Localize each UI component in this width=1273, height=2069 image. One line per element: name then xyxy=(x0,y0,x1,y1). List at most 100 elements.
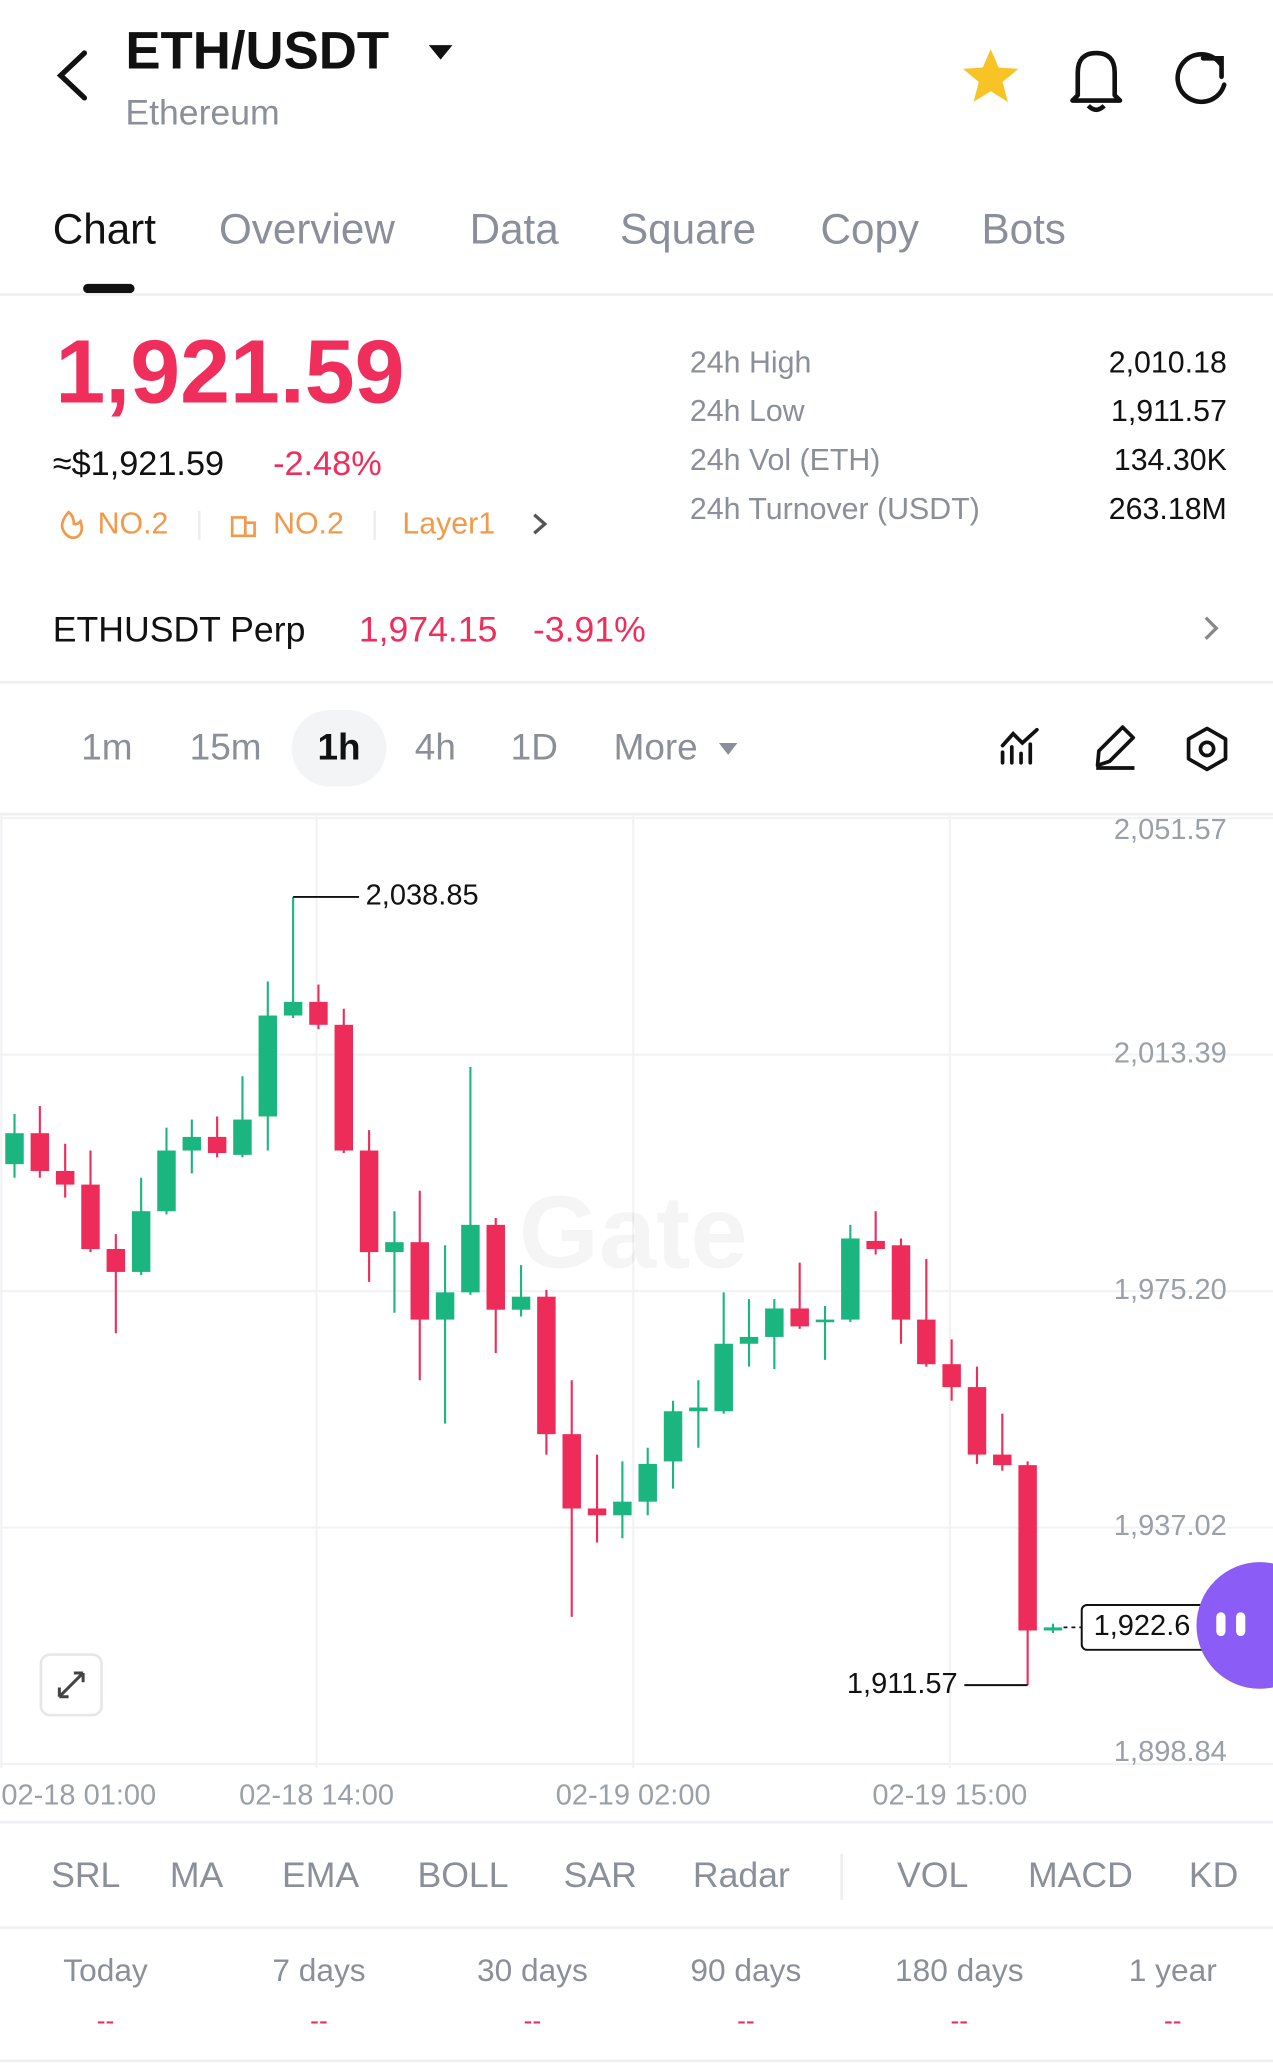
candle-body xyxy=(841,1238,860,1320)
candle-body xyxy=(613,1501,632,1516)
volume-icon xyxy=(230,516,256,538)
price-change: -2.48% xyxy=(273,445,382,483)
volume-rank[interactable]: NO.2 xyxy=(273,507,344,540)
candle-body xyxy=(461,1224,480,1293)
indicator[interactable]: SRL xyxy=(51,1855,120,1895)
interval[interactable]: 15m xyxy=(190,726,262,767)
back-button[interactable] xyxy=(56,50,88,101)
assistant-button[interactable] xyxy=(1196,1562,1273,1689)
candle-body xyxy=(81,1184,100,1249)
alert-bell[interactable] xyxy=(1070,50,1123,113)
candle-body xyxy=(714,1343,733,1412)
tab[interactable]: Data xyxy=(470,206,560,253)
x-tick-label: 02-18 14:00 xyxy=(239,1780,394,1812)
stat-label: 24h High xyxy=(690,346,811,379)
period-label: 180 days xyxy=(895,1952,1023,1988)
stats: 24h High 2,010.18 24h Low 1,911.57 24h Vol (… xyxy=(690,346,1227,525)
indicator[interactable]: Radar xyxy=(693,1855,790,1895)
settings-button[interactable] xyxy=(1186,726,1228,772)
tab-underline xyxy=(83,283,135,294)
candle-body xyxy=(157,1150,176,1212)
candle-body xyxy=(1018,1465,1037,1631)
period-label: 7 days xyxy=(272,1952,365,1988)
period-value: -- xyxy=(310,2006,328,2036)
stat-label: 24h Turnover (USDT) xyxy=(690,493,980,526)
period-label: 1 year xyxy=(1129,1952,1217,1988)
y-tick-label: 1,937.02 xyxy=(1114,1510,1227,1542)
perp-price: 1,974.15 xyxy=(359,610,498,650)
interval[interactable]: 4h xyxy=(415,726,456,767)
share-button[interactable] xyxy=(1175,52,1227,105)
tab[interactable]: Bots xyxy=(981,206,1065,253)
perp-name[interactable]: ETHUSDT Perp xyxy=(53,610,306,650)
interval-bar: 1m 15m 1h 4h 1D More xyxy=(81,726,697,767)
tab[interactable]: Copy xyxy=(821,206,920,253)
hot-rank[interactable]: NO.2 xyxy=(98,507,169,540)
candle-body xyxy=(891,1245,911,1320)
candle-body xyxy=(182,1136,202,1151)
indicator[interactable]: SAR xyxy=(564,1855,637,1895)
period-value: -- xyxy=(737,2006,755,2036)
stat-label: 24h Low xyxy=(690,395,805,428)
hot-icon xyxy=(60,510,84,540)
favorite-star[interactable] xyxy=(962,49,1019,102)
candle-body xyxy=(917,1319,936,1365)
interval[interactable]: 1m xyxy=(81,726,132,767)
period-value: -- xyxy=(524,2006,542,2036)
indicator-button[interactable] xyxy=(1000,727,1039,765)
candle-body xyxy=(233,1119,252,1155)
tab[interactable]: Overview xyxy=(219,206,395,253)
sector-tag[interactable]: Layer1 xyxy=(402,507,495,540)
pair-dropdown[interactable] xyxy=(428,45,453,60)
candle-body xyxy=(385,1242,404,1253)
candle-body xyxy=(106,1248,126,1272)
x-tick-label: 02-18 01:00 xyxy=(1,1780,156,1812)
candle-body xyxy=(207,1136,227,1154)
pair-title[interactable]: ETH/USDT xyxy=(125,21,389,80)
indicator[interactable]: MACD xyxy=(1028,1855,1133,1895)
y-tick-label: 2,013.39 xyxy=(1114,1037,1227,1069)
stat-value: 2,010.18 xyxy=(1109,346,1227,379)
interval[interactable]: 1h xyxy=(317,726,360,767)
chevron[interactable] xyxy=(1204,616,1219,640)
candle-body xyxy=(866,1240,885,1249)
y-tick-label: 1,975.20 xyxy=(1114,1274,1227,1306)
candle-body xyxy=(689,1407,708,1412)
interval[interactable]: 1D xyxy=(511,726,558,767)
tab[interactable]: Chart xyxy=(53,206,156,253)
tab[interactable]: Square xyxy=(620,206,756,253)
candlestick-chart: Gate 2,051.57 2,013.39 1,975.20 1,937.02 1,89… xyxy=(0,814,1273,1812)
chevron[interactable] xyxy=(533,513,548,535)
interval[interactable]: More xyxy=(614,726,698,767)
candle-body xyxy=(486,1224,505,1310)
candle-body xyxy=(537,1296,556,1435)
period-label: 30 days xyxy=(477,1952,588,1988)
y-tick-label: 1,898.84 xyxy=(1114,1736,1227,1768)
candle-body xyxy=(5,1133,24,1165)
indicator[interactable]: VOL xyxy=(897,1855,968,1895)
more-dropdown[interactable] xyxy=(718,742,738,755)
candle-body xyxy=(410,1242,429,1320)
stat-value: 134.30K xyxy=(1114,444,1227,477)
period-value: -- xyxy=(951,2006,969,2036)
candle-body xyxy=(638,1463,657,1502)
indicator[interactable]: EMA xyxy=(282,1855,359,1895)
period-returns: Today -- 7 days -- 30 days -- 90 days -- 180 day… xyxy=(63,1952,1217,2036)
stat-label: 24h Vol (ETH) xyxy=(690,444,880,477)
settings-button-core xyxy=(1198,740,1216,758)
candle-body xyxy=(739,1336,759,1344)
indicator[interactable]: MA xyxy=(170,1855,224,1895)
watermark: Gate xyxy=(519,1174,748,1289)
last-price-label: 1,922.6 xyxy=(1094,1610,1191,1642)
candle-body xyxy=(587,1508,607,1516)
indicator[interactable]: KD xyxy=(1189,1855,1238,1895)
stat-value: 263.18M xyxy=(1109,493,1227,526)
indicator[interactable]: BOLL xyxy=(417,1855,508,1895)
draw-button[interactable] xyxy=(1095,725,1136,770)
perp-change: -3.91% xyxy=(533,610,646,650)
candle-body xyxy=(942,1364,961,1388)
candle-body xyxy=(663,1411,683,1462)
pair-subtitle: Ethereum xyxy=(125,92,279,132)
